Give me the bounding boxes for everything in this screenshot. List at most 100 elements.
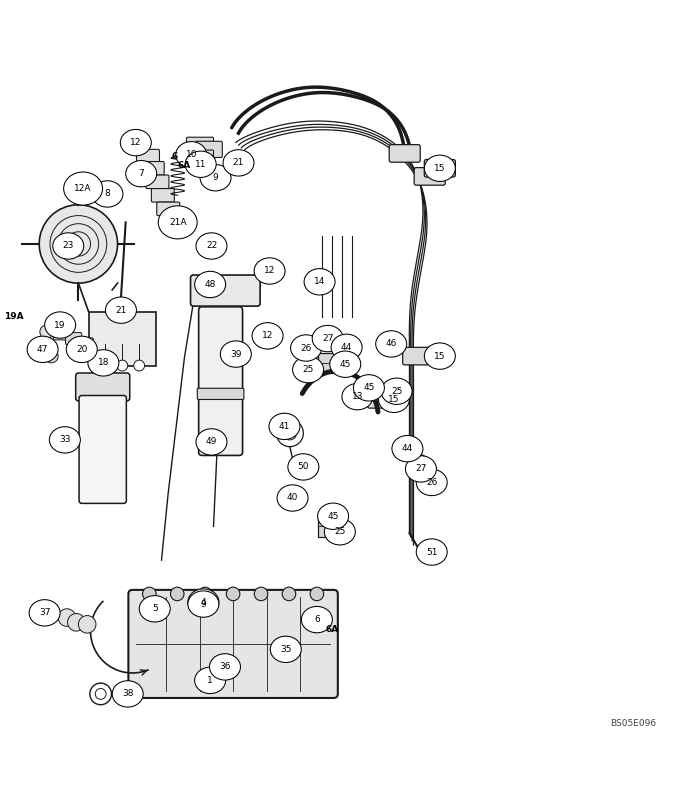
FancyBboxPatch shape — [129, 590, 338, 698]
Ellipse shape — [342, 384, 373, 410]
FancyBboxPatch shape — [414, 168, 445, 185]
FancyBboxPatch shape — [89, 311, 156, 365]
Text: 45: 45 — [340, 360, 351, 369]
Ellipse shape — [416, 470, 447, 496]
Circle shape — [45, 349, 58, 363]
Ellipse shape — [66, 336, 97, 362]
Ellipse shape — [381, 378, 412, 404]
Circle shape — [117, 360, 128, 371]
Ellipse shape — [209, 654, 240, 680]
Ellipse shape — [318, 503, 349, 529]
Circle shape — [171, 587, 184, 601]
Ellipse shape — [27, 336, 58, 362]
Ellipse shape — [64, 172, 103, 205]
Text: 25: 25 — [303, 365, 313, 374]
Text: 44: 44 — [341, 343, 352, 352]
Ellipse shape — [330, 351, 361, 377]
Text: 19A: 19A — [4, 312, 24, 322]
FancyBboxPatch shape — [389, 145, 420, 162]
Text: 25: 25 — [334, 527, 345, 537]
Ellipse shape — [92, 181, 123, 207]
Circle shape — [198, 587, 212, 601]
Ellipse shape — [277, 485, 308, 511]
Text: 35: 35 — [280, 645, 292, 654]
Ellipse shape — [290, 335, 322, 361]
FancyBboxPatch shape — [186, 137, 213, 154]
Ellipse shape — [176, 142, 206, 168]
Ellipse shape — [269, 413, 300, 439]
Text: 10: 10 — [185, 150, 197, 159]
Ellipse shape — [196, 232, 227, 259]
Ellipse shape — [158, 206, 197, 239]
FancyBboxPatch shape — [198, 306, 242, 455]
Ellipse shape — [106, 297, 137, 323]
Text: 48: 48 — [204, 280, 216, 289]
Ellipse shape — [292, 357, 324, 383]
Ellipse shape — [220, 341, 251, 367]
Circle shape — [282, 587, 296, 601]
Circle shape — [36, 338, 49, 352]
Text: 13: 13 — [351, 392, 363, 401]
Text: 23: 23 — [62, 241, 74, 251]
Ellipse shape — [376, 331, 407, 357]
Text: 38: 38 — [122, 689, 133, 698]
Ellipse shape — [304, 268, 335, 295]
Ellipse shape — [254, 258, 285, 284]
Text: 45: 45 — [328, 512, 338, 521]
Text: 6: 6 — [172, 151, 178, 161]
Text: 47: 47 — [37, 345, 48, 354]
FancyBboxPatch shape — [197, 388, 244, 400]
Ellipse shape — [252, 322, 283, 349]
Ellipse shape — [45, 312, 76, 338]
Circle shape — [143, 587, 156, 601]
FancyBboxPatch shape — [137, 150, 160, 163]
Text: 18: 18 — [97, 358, 109, 368]
Text: 19: 19 — [54, 321, 66, 330]
Bar — [318, 353, 345, 373]
Circle shape — [68, 614, 85, 631]
FancyBboxPatch shape — [76, 373, 130, 401]
Ellipse shape — [424, 155, 456, 181]
Text: 14: 14 — [314, 277, 325, 287]
Text: 46: 46 — [385, 339, 397, 349]
FancyBboxPatch shape — [162, 216, 184, 229]
Ellipse shape — [406, 456, 437, 482]
FancyBboxPatch shape — [403, 347, 437, 365]
Ellipse shape — [188, 589, 219, 615]
FancyBboxPatch shape — [195, 141, 222, 158]
Ellipse shape — [416, 539, 447, 565]
Bar — [318, 517, 345, 537]
FancyBboxPatch shape — [77, 338, 93, 350]
Ellipse shape — [49, 427, 81, 453]
Circle shape — [405, 445, 416, 456]
Text: 45: 45 — [364, 384, 374, 392]
Ellipse shape — [288, 454, 319, 480]
Circle shape — [100, 360, 111, 371]
FancyBboxPatch shape — [186, 150, 213, 166]
Text: 26: 26 — [426, 478, 437, 487]
FancyBboxPatch shape — [53, 328, 70, 340]
Text: 9: 9 — [200, 599, 206, 609]
Ellipse shape — [126, 161, 156, 187]
Circle shape — [416, 455, 427, 466]
Text: 12: 12 — [262, 331, 274, 341]
Ellipse shape — [195, 667, 225, 693]
Ellipse shape — [139, 595, 170, 622]
Circle shape — [40, 325, 53, 338]
Ellipse shape — [112, 681, 144, 707]
FancyBboxPatch shape — [66, 333, 82, 345]
Circle shape — [58, 609, 76, 626]
Text: 4: 4 — [200, 598, 206, 607]
FancyBboxPatch shape — [368, 391, 401, 408]
Text: 5: 5 — [152, 604, 158, 613]
Text: 27: 27 — [415, 464, 427, 474]
Ellipse shape — [301, 607, 332, 633]
Text: 12A: 12A — [74, 184, 92, 193]
Ellipse shape — [196, 429, 227, 455]
Ellipse shape — [121, 130, 151, 156]
Circle shape — [310, 587, 324, 601]
Text: 49: 49 — [206, 438, 217, 447]
Ellipse shape — [312, 326, 343, 352]
Text: 1: 1 — [207, 676, 213, 685]
Ellipse shape — [29, 599, 60, 626]
